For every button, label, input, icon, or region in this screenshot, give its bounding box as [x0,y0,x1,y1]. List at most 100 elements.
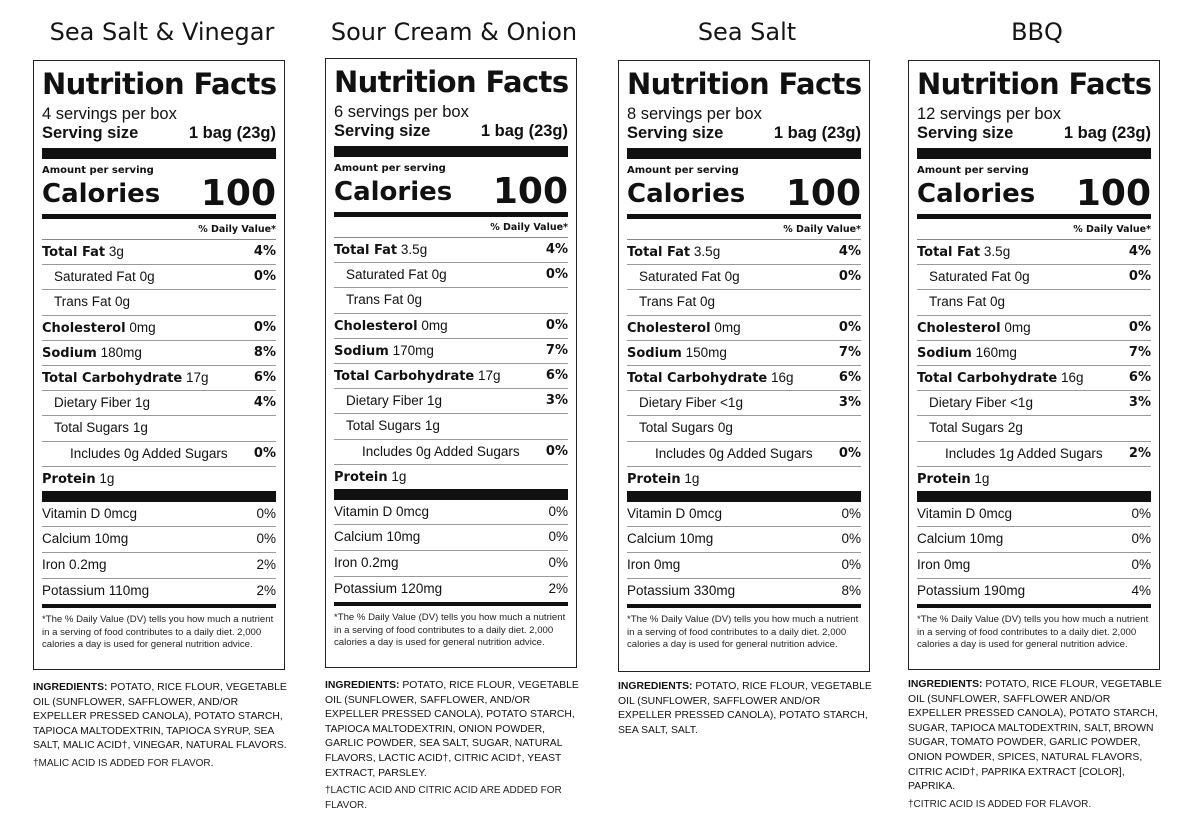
daily-value-header: % Daily Value* [42,219,276,240]
nutrient-row-protein: Protein 1g [42,470,115,487]
servings-per-container: 4 servings per box [42,105,177,123]
ingredients-block: INGREDIENTS: POTATO, RICE FLOUR, VEGETAB… [908,678,1166,812]
calories-value: 100 [492,171,568,212]
calories-value: 100 [200,173,276,214]
nutrient-row-dietary-fiber: Dietary Fiber <1g 3% [627,391,861,417]
nutrient-row-trans-fat: Trans Fat 0g [42,290,276,316]
calories-value: 100 [1075,173,1151,214]
vitamin-row-calcium: Calcium 10mg 0% [917,527,1151,554]
servings-per-container: 12 servings per box [917,105,1061,123]
nutrition-facts-label: Nutrition Facts 4 servings per box Servi… [33,60,285,670]
serving-size-row: Serving size 1 bag (23g) [334,122,568,141]
vitamin-row-potassium: Potassium 330mg 8% [627,582,861,598]
nutrient-row-trans-fat: Trans Fat 0g [917,290,1151,316]
servings-per-container: 6 servings per box [334,103,469,121]
nutrient-row-saturated-fat: Saturated Fat 0g 0% [627,265,861,291]
nutrient-row-total-sugars: Total Sugars 1g [334,414,568,440]
vitamin-row-vitamin-d: Vitamin D 0mcg 0% [627,502,861,528]
nutrient-row-dietary-fiber: Dietary Fiber <1g 3% [917,391,1151,417]
nutrient-row-sodium: Sodium 180mg 8% [42,341,276,366]
nutrient-row-total-fat: Total Fat 3.5g 4% [627,240,861,266]
nutrient-row-cholesterol: Cholesterol 0mg 0% [627,316,861,341]
vitamin-row-vitamin-d: Vitamin D 0mcg 0% [917,502,1151,528]
ingredients-block: INGREDIENTS: POTATO, RICE FLOUR, VEGETAB… [325,679,583,813]
serving-size-row: Serving size 1 bag (23g) [627,124,861,143]
daily-value-header: % Daily Value* [334,217,568,238]
nutrient-row-total-carbohydrate: Total Carbohydrate 16g 6% [627,366,861,392]
nutrient-row-added-sugars: Includes 1g Added Sugars 2% [917,442,1151,467]
nutrient-row-dietary-fiber: Dietary Fiber 1g 4% [42,391,276,417]
nutrient-row-added-sugars: Includes 0g Added Sugars 0% [627,442,861,467]
flavor-title: Sea Salt [697,18,797,46]
serving-size-row: Serving size 1 bag (23g) [917,124,1151,143]
nutrient-row-total-sugars: Total Sugars 0g [627,416,861,442]
thick-divider [42,148,276,159]
ingredients-note: †MALIC ACID IS ADDED FOR FLAVOR. [33,757,214,769]
amount-per-serving: Amount per serving [334,163,446,174]
calories-label: Calories [334,177,453,207]
nutrient-row-cholesterol: Cholesterol 0mg 0% [42,316,276,341]
calories-value: 100 [785,173,861,214]
nutrient-row-saturated-fat: Saturated Fat 0g 0% [42,265,276,291]
vitamin-row-vitamin-d: Vitamin D 0mcg 0% [334,500,568,526]
flavor-title: Sour Cream & Onion [330,18,578,46]
amount-per-serving: Amount per serving [42,165,154,176]
nutrient-row-protein: Protein 1g [334,468,407,485]
ingredients-label: INGREDIENTS: [618,681,693,692]
nutrient-row-saturated-fat: Saturated Fat 0g 0% [334,263,568,289]
nutrient-row-protein: Protein 1g [917,470,990,487]
medium-divider [42,214,276,219]
nutrient-row-total-fat: Total Fat 3.5g 4% [917,240,1151,266]
nutrition-facts-title: Nutrition Facts [627,67,862,101]
nutrient-row-trans-fat: Trans Fat 0g [627,290,861,316]
vitamin-row-potassium: Potassium 120mg 2% [334,580,568,596]
vitamin-row-iron: Iron 0mg 0% [627,553,861,579]
vitamin-divider [42,490,276,502]
vitamin-row-iron: Iron 0mg 0% [917,553,1151,579]
serving-size-value: 1 bag (23g) [480,122,568,140]
calories-label: Calories [42,179,161,209]
medium-divider [627,214,861,219]
footnote-divider [42,604,276,609]
nutrient-row-total-carbohydrate: Total Carbohydrate 17g 6% [42,366,276,392]
nutrient-row-cholesterol: Cholesterol 0mg 0% [334,314,568,339]
ingredients-note: †LACTIC ACID AND CITRIC ACID ARE ADDED F… [325,785,562,811]
nutrient-row-saturated-fat: Saturated Fat 0g 0% [917,265,1151,291]
ingredients-text: POTATO, RICE FLOUR, VEGETABLE OIL (SUNFL… [618,681,872,736]
vitamin-divider [917,490,1151,502]
thick-divider [627,148,861,159]
flavor-title: Sea Salt & Vinegar [49,18,275,46]
serving-size-value: 1 bag (23g) [188,124,276,142]
nutrient-row-total-carbohydrate: Total Carbohydrate 17g 6% [334,364,568,390]
ingredients-text: POTATO, RICE FLOUR, VEGETABLE OIL (SUNFL… [908,679,1162,793]
nutrient-row-dietary-fiber: Dietary Fiber 1g 3% [334,389,568,415]
nutrient-row-cholesterol: Cholesterol 0mg 0% [917,316,1151,341]
nutrient-row-total-fat: Total Fat 3.5g 4% [334,238,568,264]
footnote-divider [917,604,1151,609]
vitamin-row-potassium: Potassium 190mg 4% [917,582,1151,598]
medium-divider [334,212,568,217]
vitamin-row-potassium: Potassium 110mg 2% [42,582,276,598]
nutrition-facts-label: Nutrition Facts 12 servings per box Serv… [908,60,1160,670]
thick-divider [334,146,568,157]
nutrition-facts-title: Nutrition Facts [42,67,277,101]
nutrient-row-sodium: Sodium 150mg 7% [627,341,861,366]
amount-per-serving: Amount per serving [917,165,1029,176]
nutrient-row-added-sugars: Includes 0g Added Sugars 0% [334,440,568,465]
calories-row: Calories 100 [42,173,276,214]
nutrient-row-total-fat: Total Fat 3g 4% [42,240,276,266]
amount-per-serving: Amount per serving [627,165,739,176]
footnote-divider [334,602,568,607]
daily-value-header: % Daily Value* [917,219,1151,240]
calories-row: Calories 100 [627,173,861,214]
serving-size-label: Serving size [917,124,1014,142]
nutrition-facts-label: Nutrition Facts 8 servings per box Servi… [618,60,870,672]
nutrient-row-sodium: Sodium 160mg 7% [917,341,1151,366]
ingredients-text: POTATO, RICE FLOUR, VEGETABLE OIL (SUNFL… [33,682,287,752]
daily-value-footnote: *The % Daily Value (DV) tells you how mu… [334,612,566,649]
vitamin-row-vitamin-d: Vitamin D 0mcg 0% [42,502,276,528]
nutrient-row-trans-fat: Trans Fat 0g [334,288,568,314]
footnote-divider [627,604,861,609]
flavor-title: BBQ [1011,18,1063,46]
daily-value-footnote: *The % Daily Value (DV) tells you how mu… [627,614,859,651]
